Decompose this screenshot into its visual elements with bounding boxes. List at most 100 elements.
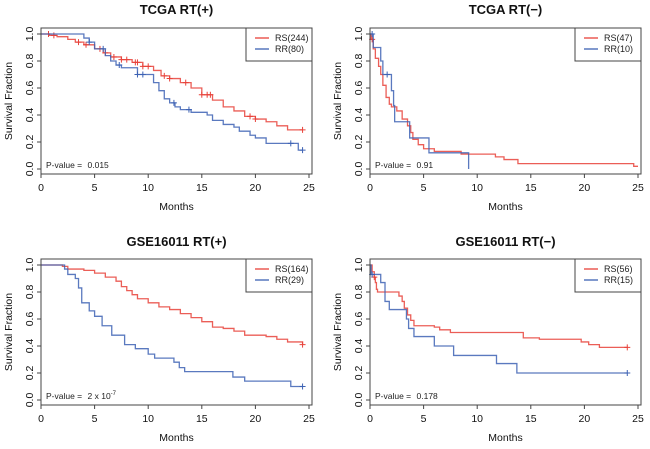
censor-mark — [116, 62, 123, 69]
y-axis-label: Survival Fraction — [3, 293, 15, 371]
x-axis-label: Months — [488, 432, 522, 444]
p-value-annotation: P-value = 2 x 10-7 — [46, 391, 117, 401]
x-tick-label: 20 — [579, 182, 591, 194]
x-tick-label: 25 — [303, 182, 315, 194]
p-value-exponent: -7 — [111, 391, 117, 397]
censor-mark — [166, 75, 173, 82]
censor-mark — [83, 41, 90, 48]
x-axis-label: Months — [488, 201, 522, 213]
x-tick-label: 10 — [471, 182, 483, 194]
censor-mark — [139, 63, 146, 70]
y-tick-label: 1.0 — [24, 258, 36, 273]
legend-entry: RR(10) — [604, 44, 633, 54]
p-value-label: P-value = — [375, 391, 414, 401]
legend-entry: RR(29) — [275, 275, 304, 285]
y-tick-label: 0.6 — [24, 312, 36, 327]
survival-curve-rr — [41, 264, 303, 388]
y-tick-label: 0.8 — [24, 285, 36, 300]
y-tick-label: 0.4 — [24, 108, 36, 123]
censor-mark — [287, 140, 294, 147]
censor-mark — [247, 113, 254, 120]
legend-box — [574, 258, 642, 293]
x-tick-label: 15 — [525, 413, 537, 425]
y-tick-label: 0.2 — [24, 366, 36, 381]
censor-mark — [139, 71, 146, 78]
y-tick-label: 0.8 — [24, 54, 36, 69]
x-tick-label: 20 — [579, 413, 591, 425]
censor-mark — [384, 71, 391, 78]
censor-mark — [299, 383, 306, 390]
censor-mark — [134, 71, 141, 78]
y-tick-label: 0.2 — [24, 135, 36, 150]
censor-mark — [207, 91, 214, 98]
y-tick-label: 0.2 — [353, 366, 365, 381]
x-tick-label: 20 — [250, 182, 262, 194]
y-tick-label: 0.2 — [353, 135, 365, 150]
km-panel: GSE16011 RT(+) 0.0 0.2 0.4 0.6 0.8 1.0 0 5 10 15 20… — [3, 234, 315, 444]
censor-mark — [198, 91, 205, 98]
legend-entry: RS(47) — [604, 33, 633, 43]
legend-entry: RR(15) — [604, 275, 633, 285]
survival-curve-rr — [370, 33, 470, 169]
x-tick-label: 10 — [471, 413, 483, 425]
x-tick-label: 25 — [632, 182, 644, 194]
censor-mark — [134, 59, 141, 66]
p-value-label: P-value = — [375, 160, 414, 170]
censor-mark — [624, 344, 631, 351]
plot-frame — [369, 27, 642, 175]
x-tick-label: 20 — [250, 413, 262, 425]
km-panel: TCGA RT(−) 0.0 0.2 0.4 0.6 0.8 1.0 0 5 10 15 20 25 Mo… — [332, 2, 644, 213]
plot-frame — [40, 258, 313, 406]
plot-frame — [369, 258, 642, 406]
y-tick-label: 0.4 — [353, 339, 365, 354]
y-tick-label: 0.6 — [353, 81, 365, 96]
censor-mark — [110, 53, 117, 60]
x-axis-label: Months — [159, 432, 193, 444]
censor-mark — [252, 116, 259, 123]
censor-mark — [161, 72, 168, 79]
p-value-label: P-value = — [46, 160, 85, 170]
x-tick-label: 10 — [142, 182, 154, 194]
x-tick-label: 5 — [92, 182, 98, 194]
x-tick-label: 15 — [525, 182, 537, 194]
p-value: 0.91 — [417, 160, 434, 170]
x-tick-label: 25 — [303, 413, 315, 425]
legend-box — [245, 258, 313, 293]
panel-title: GSE16011 RT(−) — [455, 234, 555, 249]
legend: RS(47)RR(10) — [574, 27, 642, 62]
p-value-annotation: P-value = 0.91 — [375, 160, 433, 170]
x-tick-label: 25 — [632, 413, 644, 425]
censor-mark — [118, 56, 125, 63]
x-tick-label: 5 — [92, 413, 98, 425]
p-value-annotation: P-value = 0.178 — [375, 391, 438, 401]
censor-mark — [86, 39, 93, 46]
p-value: 0.178 — [417, 391, 439, 401]
censor-mark — [299, 341, 306, 348]
censor-mark — [185, 106, 192, 113]
survival-curve-rs — [41, 264, 304, 345]
panel-title: TCGA RT(+) — [140, 2, 214, 17]
censor-mark — [299, 147, 306, 154]
x-tick-label: 5 — [421, 413, 427, 425]
censor-mark — [145, 63, 152, 70]
legend-entry: RS(164) — [275, 264, 309, 274]
y-tick-label: 0.0 — [353, 162, 365, 177]
x-tick-label: 5 — [421, 182, 427, 194]
y-tick-label: 0.6 — [353, 312, 365, 327]
y-tick-label: 0.0 — [24, 162, 36, 177]
censor-mark — [624, 370, 631, 376]
censor-mark — [182, 79, 189, 86]
y-tick-label: 0.8 — [353, 285, 365, 300]
censor-mark — [75, 39, 82, 46]
p-value-annotation: P-value = 0.015 — [46, 160, 109, 170]
survival-curve-rs — [370, 33, 638, 167]
survival-curve-rr — [370, 264, 628, 374]
censor-mark — [123, 56, 130, 63]
p-value: 2 x 10 — [88, 391, 111, 401]
survival-curve-rs — [370, 264, 628, 348]
y-tick-label: 0.0 — [24, 393, 36, 408]
x-axis-label: Months — [159, 201, 193, 213]
y-tick-label: 1.0 — [24, 27, 36, 42]
panel-title: TCGA RT(−) — [469, 2, 543, 17]
